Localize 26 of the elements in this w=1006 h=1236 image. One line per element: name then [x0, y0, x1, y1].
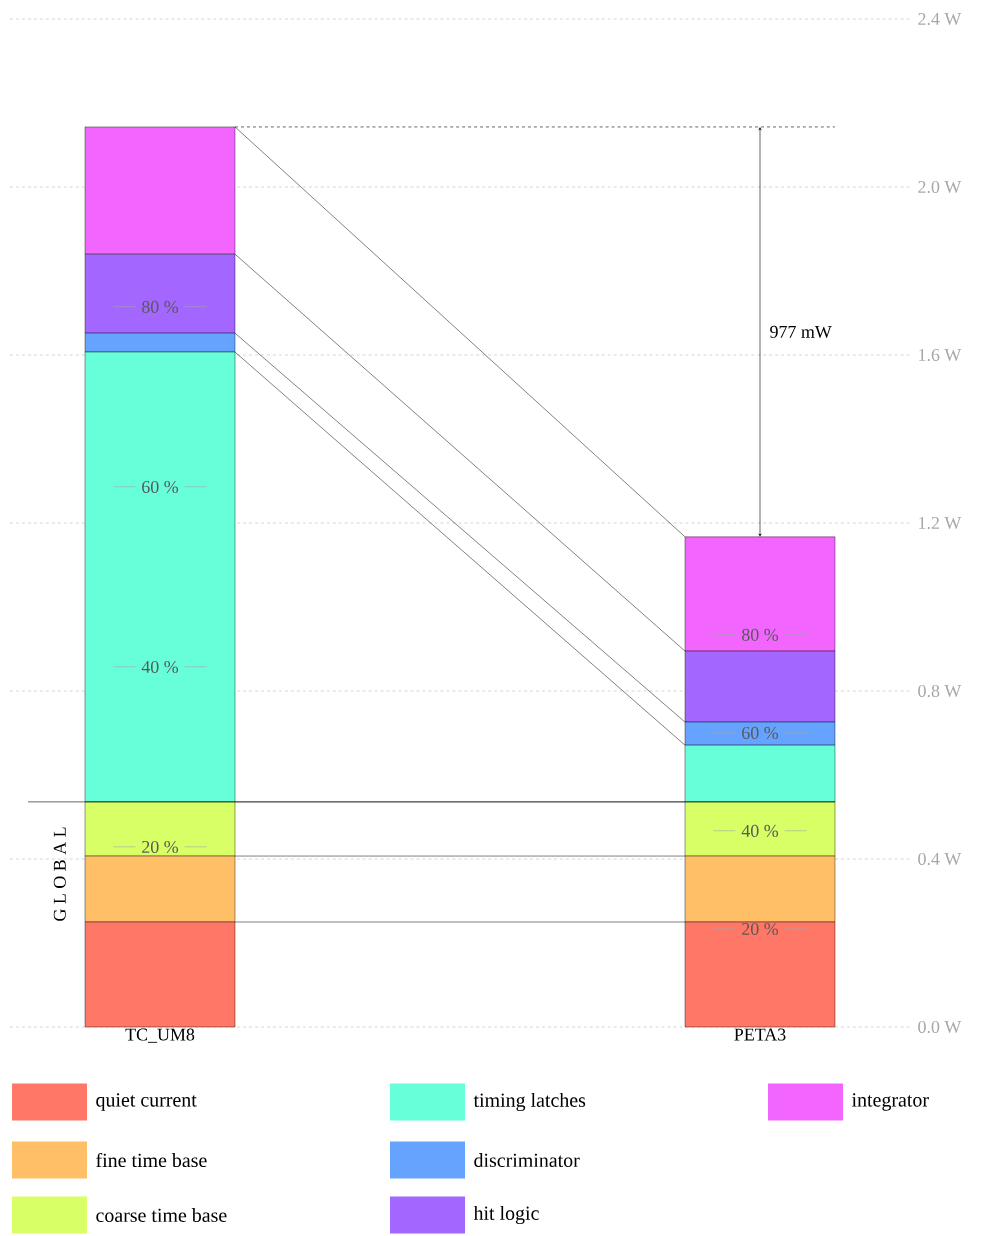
y-tick-label: 1.6 W: [919, 348, 962, 362]
annotation: 40 %: [741, 824, 779, 838]
ref-line-label: G L O B A L: [53, 827, 66, 921]
annotation: 40 %: [141, 660, 179, 674]
legend-label: discriminator: [474, 1152, 580, 1167]
legend-label: quiet current: [96, 1093, 197, 1111]
legend-label: hit logic: [473, 1205, 539, 1225]
annotation: 60 %: [142, 480, 179, 494]
y-tick-label: 2.0 W: [918, 180, 962, 194]
annotation: 20 %: [742, 922, 779, 936]
y-tick-label: 2.4 W: [918, 12, 962, 26]
y-tick-label: 0.4 W: [918, 852, 962, 866]
legend-label: coarse time base: [96, 1207, 227, 1222]
x-tick-label: TC_UM8: [125, 1028, 195, 1043]
annotation: 60 %: [742, 726, 779, 739]
annotation: 80 %: [142, 300, 179, 314]
legend-label: integrator: [851, 1093, 929, 1111]
annotation: 80 %: [742, 628, 779, 641]
annotation: 20 %: [142, 840, 179, 854]
y-tick-label: 0.8 W: [918, 684, 962, 698]
y-tick-label: 1.2 W: [919, 516, 962, 530]
legend-label: fine time base: [96, 1152, 207, 1168]
legend-label: timing latches: [473, 1092, 586, 1112]
y-tick-label: 0.0 W: [918, 1020, 962, 1034]
annotation: 977 mW: [770, 325, 832, 338]
x-tick-label: PETA3: [734, 1028, 786, 1041]
